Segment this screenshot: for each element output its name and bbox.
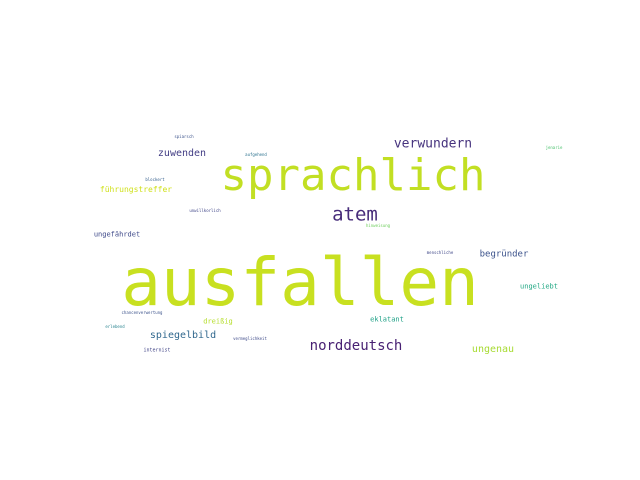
word-tiny: erlebend	[105, 324, 125, 329]
word-verwundern: verwundern	[393, 136, 473, 152]
word-fuehrungstreffer: führungstreffer	[99, 185, 173, 194]
word-ausfallen: ausfallen	[121, 244, 479, 321]
word-tiny: aufgehend	[245, 152, 267, 157]
word-atem: atem	[332, 203, 378, 226]
word-spiegelbild: spiegelbild	[149, 330, 217, 341]
word-sprachlich: sprachlich	[220, 150, 486, 201]
word-tiny: vermeglichkeit	[233, 336, 267, 341]
word-ungenau: ungenau	[471, 344, 515, 355]
word-tiny: hinweisung	[365, 223, 391, 228]
word-norddeutsch: norddeutsch	[309, 338, 403, 354]
word-ungefaehrdet: ungefährdet	[93, 230, 141, 239]
word-tiny: blockert	[145, 177, 165, 182]
word-tiny: menschliche	[426, 250, 454, 255]
word-eklatant: eklatant	[370, 315, 404, 324]
word-tiny: jenarie	[545, 145, 563, 150]
word-dreissig: dreißig	[203, 317, 233, 326]
word-zuwenden: zuwenden	[157, 148, 207, 159]
word-tiny: chancenverwertung	[121, 310, 163, 315]
word-begruender: begründer	[479, 249, 529, 260]
word-tiny: unwillkorlich	[189, 208, 221, 213]
word-tiny: spiarsch	[174, 134, 194, 139]
word-internist: internist	[143, 347, 171, 354]
word-ungeliebt: ungeliebt	[520, 282, 558, 291]
